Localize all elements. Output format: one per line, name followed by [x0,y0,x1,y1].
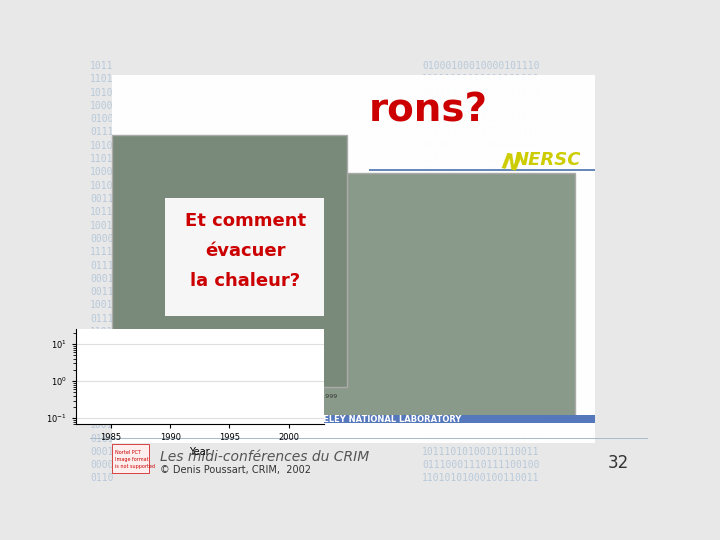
Text: 01000111001111010101: 01000111001111010101 [422,234,539,244]
Text: 1000: 1000 [90,101,114,111]
Text: Source: Joel Birnbaum, HP, Lecture at APS Centennial, Atlanta, 1999: Source: Joel Birnbaum, HP, Lecture at AP… [124,394,338,399]
Text: 0000: 0000 [90,234,114,244]
Text: 10010011001111011010: 10010011001111011010 [422,300,539,310]
Text: 10001111001001010111: 10001111001001010111 [422,434,539,443]
Text: 11100100000011011110: 11100100000011011110 [422,314,539,324]
Text: 1111: 1111 [90,247,114,257]
FancyBboxPatch shape [294,173,575,416]
Text: 10101010010101010101: 10101010010101010101 [422,367,539,377]
Text: 1001: 1001 [90,420,114,430]
Text: 32: 32 [607,454,629,472]
Text: LAWRENCE BERKELEY NATIONAL LABORATORY: LAWRENCE BERKELEY NATIONAL LABORATORY [243,415,461,423]
Text: 11010101001001000101: 11010101001001000101 [422,380,539,390]
Text: 1010: 1010 [90,141,114,151]
Text: 1101: 1101 [90,327,114,337]
Text: 1000: 1000 [90,167,114,178]
FancyBboxPatch shape [369,169,595,171]
Text: 10100110111000000000: 10100110111000000000 [422,141,539,151]
Text: Nortel PCT: Nortel PCT [115,450,141,455]
Text: 00010010110101101111: 00010010110101101111 [422,394,539,403]
Text: 01111111101011010110: 01111111101011010110 [422,127,539,138]
Text: 1110: 1110 [90,367,114,377]
Text: N: N [500,152,522,175]
Text: 0111: 0111 [90,260,114,271]
Text: 0101: 0101 [90,434,114,443]
FancyBboxPatch shape [166,198,324,316]
Text: 00111110110101011000: 00111110110101011000 [422,87,539,98]
FancyBboxPatch shape [112,136,347,387]
Text: Et comment: Et comment [184,212,306,231]
Text: 1111: 1111 [90,354,114,363]
Text: 01010010111111111110: 01010010111111111110 [422,114,539,124]
Text: 0111: 0111 [90,314,114,324]
Text: © Denis Poussart, CRIM,  2002: © Denis Poussart, CRIM, 2002 [160,465,311,475]
Text: 10111000010000010101: 10111000010000010101 [422,154,539,164]
Text: 00000110111101011101: 00000110111101011101 [422,101,539,111]
Text: 1010: 1010 [90,181,114,191]
Text: évacuer: évacuer [205,242,285,260]
Text: 1101: 1101 [90,75,114,84]
Text: 01110001110111100100: 01110001110111100100 [422,460,539,470]
Text: 0011: 0011 [90,287,114,297]
Text: 11010101000100110011: 11010101000100110011 [422,474,539,483]
X-axis label: Year: Year [189,448,210,457]
Text: 0111: 0111 [90,340,114,350]
Text: Image format: Image format [115,457,149,462]
Text: 01011001011111001100: 01011001011111001100 [422,354,539,363]
Text: 11101000010001111001: 11101000010001111001 [422,247,539,257]
Text: 00111101001111111101: 00111101001111111101 [422,207,539,217]
Text: 1001: 1001 [90,300,114,310]
Text: 11101001010101111100: 11101001010101111100 [422,340,539,350]
Text: 10100100001010000110: 10100100001010000110 [422,221,539,231]
Text: 1011: 1011 [90,207,114,217]
Text: NERSC: NERSC [514,151,582,169]
Text: 01010001101001101100: 01010001101001101100 [422,287,539,297]
Text: 11001111110110000111: 11001111110110000111 [422,327,539,337]
Text: 1010: 1010 [90,87,114,98]
Text: 1011: 1011 [90,394,114,403]
Text: 00111010011001110000: 00111010011001110000 [422,167,539,178]
Text: 10101001110100011001: 10101001110100011001 [422,407,539,417]
Text: 0100: 0100 [90,114,114,124]
Text: 0111: 0111 [90,127,114,138]
Text: 1001: 1001 [90,407,114,417]
Text: 1001: 1001 [90,221,114,231]
Text: 1011: 1011 [90,380,114,390]
FancyBboxPatch shape [112,75,595,443]
Text: 0001: 0001 [90,274,114,284]
Text: 0000: 0000 [90,460,114,470]
FancyBboxPatch shape [112,415,595,423]
Text: rons?: rons? [369,92,488,130]
FancyBboxPatch shape [112,444,148,473]
Text: 0011: 0011 [90,194,114,204]
Text: 00011011111010010001: 00011011111010010001 [422,260,539,271]
Text: 10111111110011101000: 10111111110011101000 [422,75,539,84]
Text: 10111010100101110011: 10111010100101110011 [422,447,539,457]
FancyBboxPatch shape [90,438,648,439]
Text: 00100010010000011100: 00100010010000011100 [422,181,539,191]
Text: Les midi-conférences du CRIM: Les midi-conférences du CRIM [160,450,369,464]
Text: 10111100110010110011: 10111100110010110011 [422,274,539,284]
Text: 01000100010000101110: 01000100010000101110 [422,61,539,71]
Text: 01010101100101011111: 01010101100101011111 [422,420,539,430]
Text: 01001011100000001010: 01001011100000001010 [422,194,539,204]
Text: 1011: 1011 [90,61,114,71]
Text: 0110: 0110 [90,474,114,483]
Text: is not supported: is not supported [115,463,156,469]
Text: 0001: 0001 [90,447,114,457]
Text: la chaleur?: la chaleur? [190,272,300,291]
Text: 1101: 1101 [90,154,114,164]
